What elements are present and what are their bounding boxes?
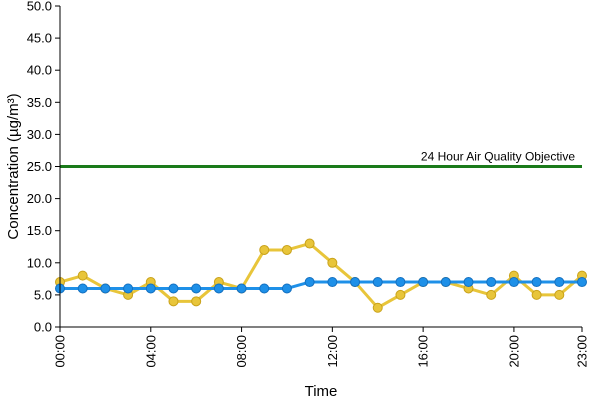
y-tick-label: 50.0: [27, 0, 52, 14]
series-1-point: [168, 283, 179, 294]
x-axis-ticks: 00:00 04:00 08:00 12:00 16:00 20:00 23:00: [53, 327, 590, 368]
series-0-point: [554, 289, 565, 300]
series-0-point: [327, 257, 338, 268]
x-tick-label: 00:00: [53, 335, 68, 368]
y-tick-label: 5.0: [34, 287, 52, 302]
series-1-point: [123, 283, 134, 294]
series-1-point: [350, 277, 361, 288]
x-axis-title: Time: [305, 383, 338, 400]
series-1-point: [327, 277, 338, 288]
series-0-point: [281, 244, 292, 255]
y-axis-title: Concentration (µg/m³): [5, 93, 22, 239]
series-1-point: [508, 277, 519, 288]
y-tick-label: 25.0: [27, 159, 52, 174]
series-1-point: [145, 283, 156, 294]
y-tick-label: 15.0: [27, 223, 52, 238]
x-tick-label: 04:00: [143, 335, 158, 368]
y-tick-label: 40.0: [27, 63, 52, 78]
series-1-point: [304, 277, 315, 288]
y-tick-label: 0.0: [34, 320, 52, 335]
series-0-point: [531, 289, 542, 300]
series-1-point: [395, 277, 406, 288]
x-tick-label: 12:00: [325, 335, 340, 368]
series-0-point: [191, 296, 202, 307]
series-line-0: [59, 242, 583, 310]
series-1-point: [486, 277, 497, 288]
series-0-point: [259, 244, 270, 255]
series-0-point: [77, 270, 88, 281]
series-1-point: [418, 277, 429, 288]
series-1-point: [259, 283, 270, 294]
series-0-point: [304, 238, 315, 249]
series-0-point: [395, 289, 406, 300]
series-1-point: [440, 277, 451, 288]
series-0-point: [168, 296, 179, 307]
series-layer: [55, 238, 587, 313]
y-tick-label: 30.0: [27, 127, 52, 142]
y-tick-label: 35.0: [27, 95, 52, 110]
series-0-point: [486, 289, 497, 300]
objective-label: 24 Hour Air Quality Objective: [421, 150, 575, 164]
y-tick-label: 10.0: [27, 255, 52, 270]
series-1-point: [213, 283, 224, 294]
series-1-point: [463, 277, 474, 288]
series-1-point: [554, 277, 565, 288]
series-1-point: [236, 283, 247, 294]
y-tick-label: 20.0: [27, 191, 52, 206]
series-1-point: [372, 277, 383, 288]
series-1-point: [281, 283, 292, 294]
series-1-point: [577, 277, 587, 288]
series-1-point: [531, 277, 542, 288]
series-1-point: [77, 283, 88, 294]
series-1-point: [191, 283, 202, 294]
x-tick-label: 08:00: [234, 335, 249, 368]
series-1-point: [100, 283, 111, 294]
x-tick-label: 16:00: [416, 335, 431, 368]
y-axis-ticks: 0.0 5.0 10.0 15.0 20.0 25.0 30.0 35.0 40.0 45.0 50…: [27, 0, 60, 335]
x-tick-label: 20:00: [506, 335, 521, 368]
series-0-point: [372, 302, 383, 313]
y-tick-label: 45.0: [27, 31, 52, 46]
x-tick-label: 23:00: [575, 335, 590, 368]
